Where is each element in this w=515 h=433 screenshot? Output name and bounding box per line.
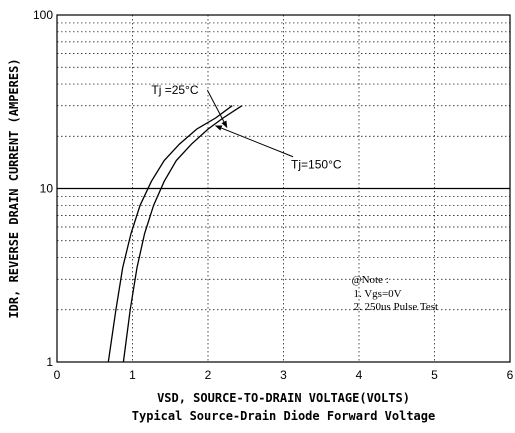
x-tick-label: 2 (205, 368, 212, 382)
y-axis-title: IDR, REVERSE DRAIN CURRENT (AMPERES) (7, 58, 21, 318)
series-annotation: Tj=150°C (291, 158, 342, 172)
y-tick-label: 10 (40, 182, 54, 196)
series-line (107, 105, 233, 363)
x-tick-label: 1 (129, 368, 136, 382)
annotations: Tj =25°C Tj=150°C (151, 83, 341, 172)
x-tick-label: 4 (356, 368, 363, 382)
x-tick-label: 0 (54, 368, 61, 382)
annotation-arrow (206, 89, 228, 129)
x-tick-label: 6 (507, 368, 514, 382)
series (107, 105, 243, 363)
plot-frame (56, 14, 511, 363)
note-line: 2. 250us Pulse Test (353, 301, 438, 313)
chart-subtitle: Typical Source-Drain Diode Forward Volta… (132, 409, 435, 423)
note-box: @Note : 1. Vgs=0V 2. 250us Pulse Test (351, 274, 438, 313)
note-line: 1. Vgs=0V (353, 288, 401, 300)
grid (57, 15, 510, 362)
x-axis-title: VSD, SOURCE-TO-DRAIN VOLTAGE(VOLTS) (157, 391, 410, 405)
y-tick-label: 100 (33, 8, 53, 22)
note-title: @Note : (351, 274, 388, 286)
annotation-arrow (214, 125, 294, 158)
x-tick-label: 3 (280, 368, 287, 382)
series-annotation: Tj =25°C (151, 83, 198, 97)
series-line (122, 105, 243, 363)
x-tick-label: 5 (431, 368, 438, 382)
y-tick-label: 1 (46, 355, 53, 369)
